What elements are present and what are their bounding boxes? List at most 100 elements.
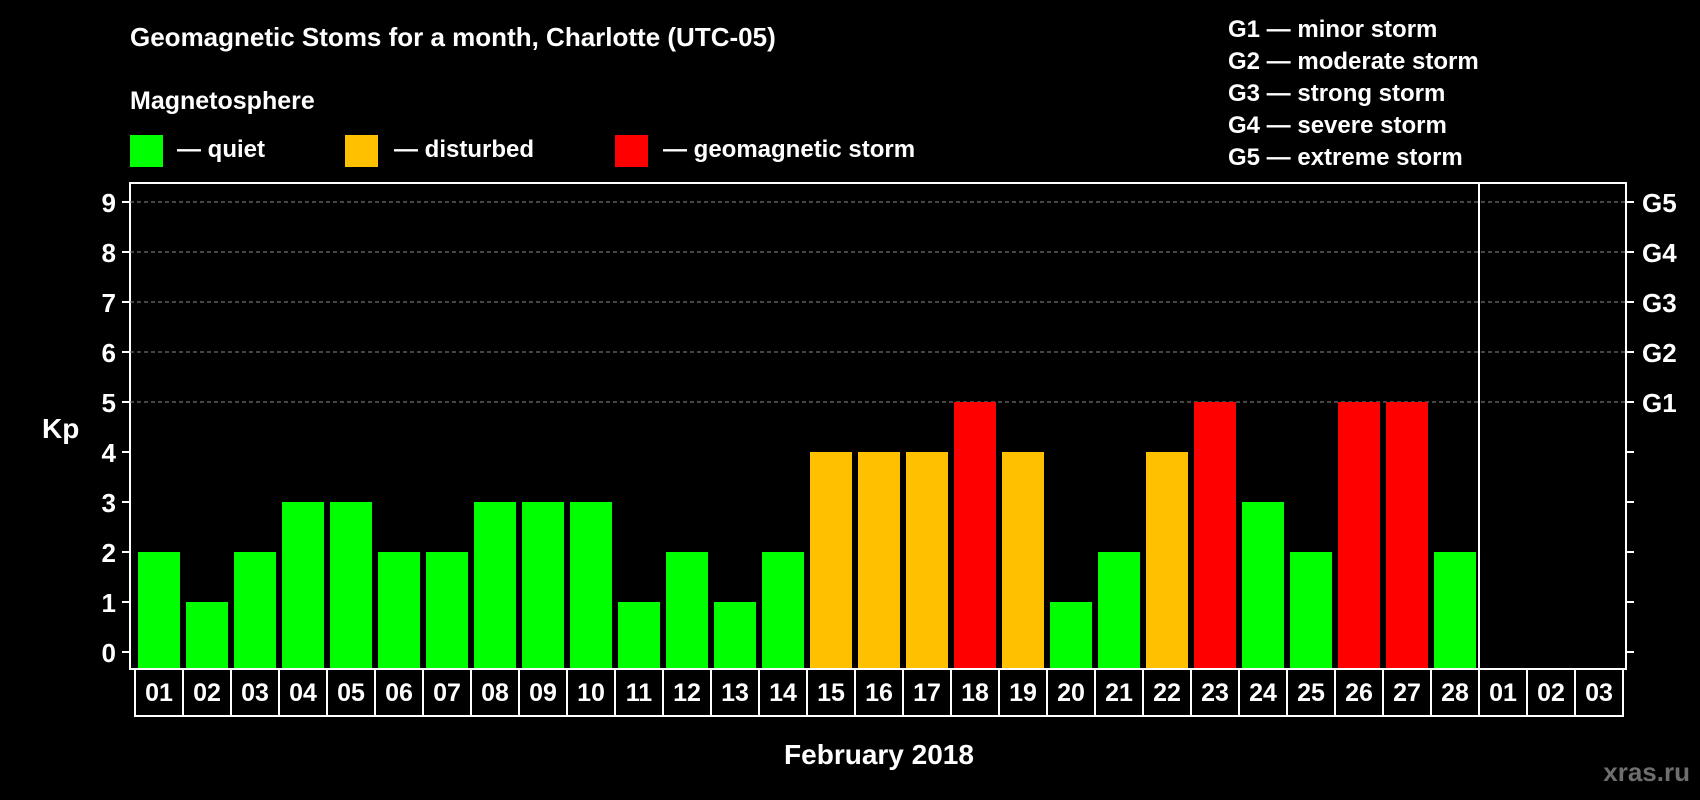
- g-level-label: G4: [1642, 238, 1677, 268]
- y-tick-label: 0: [102, 638, 116, 668]
- x-cell: [134, 668, 184, 717]
- legend-swatch-storm: [615, 135, 648, 167]
- y-tick-label: 7: [102, 288, 116, 318]
- x-tick-label: 01: [145, 679, 173, 707]
- x-cell: [470, 668, 520, 717]
- g-scale-g5: G5 — extreme storm: [1228, 144, 1463, 171]
- y-tick-label: 5: [102, 388, 116, 418]
- bar: [282, 502, 324, 669]
- x-cell: [1238, 668, 1288, 717]
- x-tick-label: 04: [289, 679, 317, 707]
- x-tick-label: 28: [1441, 679, 1469, 707]
- x-tick-label: 10: [577, 679, 605, 707]
- legend-heading: Magnetosphere: [130, 87, 315, 115]
- g-level-label: G1: [1642, 388, 1677, 418]
- x-tick-label: 23: [1201, 679, 1229, 707]
- bar: [1386, 402, 1428, 669]
- watermark: xras.ru: [1603, 757, 1690, 787]
- x-cell: [1478, 668, 1528, 717]
- y-ticks: 0 1 2 3 4 5 6 7 8 9 G1 G2 G3 G4 G5: [102, 188, 1678, 668]
- bar: [1050, 602, 1092, 669]
- x-tick-label: 22: [1153, 679, 1181, 707]
- x-cell: [1334, 668, 1384, 717]
- bar: [1290, 552, 1332, 669]
- x-cell: [182, 668, 232, 717]
- legend-label-quiet: — quiet: [177, 136, 265, 163]
- x-axis-cells: 01 02 03 04 05 06 07 08 09 10 11 12 13 14 15 16 17 18 19 20…: [134, 668, 1624, 717]
- bar: [570, 502, 612, 669]
- bar: [1434, 552, 1476, 669]
- bar: [378, 552, 420, 669]
- chart-title: Geomagnetic Stoms for a month, Charlotte…: [130, 22, 776, 52]
- g-level-label: G5: [1642, 188, 1677, 218]
- x-cell: [998, 668, 1048, 717]
- bar: [1098, 552, 1140, 669]
- bar: [906, 452, 948, 669]
- x-tick-label: 11: [626, 679, 653, 707]
- x-cell: [1526, 668, 1576, 717]
- x-tick-label: 09: [529, 679, 557, 707]
- x-tick-label: 17: [913, 679, 941, 707]
- x-tick-label: 24: [1249, 679, 1277, 707]
- y-tick-label: 9: [102, 188, 116, 218]
- x-cell: [614, 668, 664, 717]
- bar: [858, 452, 900, 669]
- x-tick-label: 15: [817, 679, 845, 707]
- bar: [1242, 502, 1284, 669]
- x-cell: [806, 668, 856, 717]
- x-cell: [1046, 668, 1096, 717]
- x-tick-label: 03: [1585, 679, 1613, 707]
- x-tick-label: 14: [769, 679, 797, 707]
- y-tick-label: 1: [102, 588, 116, 618]
- g-scale-g4: G4 — severe storm: [1228, 112, 1447, 139]
- x-cell: [950, 668, 1000, 717]
- g-level-label: G3: [1642, 288, 1677, 318]
- y-tick-label: 3: [102, 488, 116, 518]
- x-tick-label: 27: [1393, 679, 1421, 707]
- y-tick-label: 4: [102, 438, 117, 468]
- bar: [186, 602, 228, 669]
- legend-label-disturbed: — disturbed: [394, 136, 534, 163]
- x-tick-label: 02: [193, 679, 221, 707]
- bars: [138, 402, 1476, 669]
- bar: [474, 502, 516, 669]
- legend-swatch-quiet: [130, 135, 163, 167]
- x-cell: [326, 668, 376, 717]
- x-cell: [230, 668, 280, 717]
- bar: [618, 602, 660, 669]
- bar: [234, 552, 276, 669]
- x-cell: [278, 668, 328, 717]
- x-tick-label: 19: [1009, 679, 1037, 707]
- x-cell: [854, 668, 904, 717]
- x-cell: [1430, 668, 1480, 717]
- y-tick-label: 8: [102, 238, 116, 268]
- x-tick-label: 18: [961, 679, 989, 707]
- x-axis-label: February 2018: [784, 739, 974, 770]
- y-tick-label: 6: [102, 338, 116, 368]
- x-cell: [758, 668, 808, 717]
- x-cell: [374, 668, 424, 717]
- x-cell: [662, 668, 712, 717]
- bar: [762, 552, 804, 669]
- x-tick-label: 06: [385, 679, 413, 707]
- x-tick-label: 25: [1297, 679, 1325, 707]
- g-scale-g2: G2 — moderate storm: [1228, 48, 1479, 75]
- bar: [954, 402, 996, 669]
- bar: [330, 502, 372, 669]
- x-tick-label: 26: [1345, 679, 1373, 707]
- bar: [666, 552, 708, 669]
- g-scale-g3: G3 — strong storm: [1228, 80, 1445, 107]
- g-scale-g1: G1 — minor storm: [1228, 16, 1437, 43]
- x-tick-label: 01: [1489, 679, 1517, 707]
- bar: [1002, 452, 1044, 669]
- legend-label-storm: — geomagnetic storm: [663, 136, 915, 163]
- legend-swatch-disturbed: [345, 135, 378, 167]
- bar: [1338, 402, 1380, 669]
- x-tick-label: 13: [721, 679, 749, 707]
- x-tick-label: 02: [1537, 679, 1565, 707]
- g-level-label: G2: [1642, 338, 1677, 368]
- bar: [714, 602, 756, 669]
- x-cell: [422, 668, 472, 717]
- x-cell: [1142, 668, 1192, 717]
- x-cell: [1382, 668, 1432, 717]
